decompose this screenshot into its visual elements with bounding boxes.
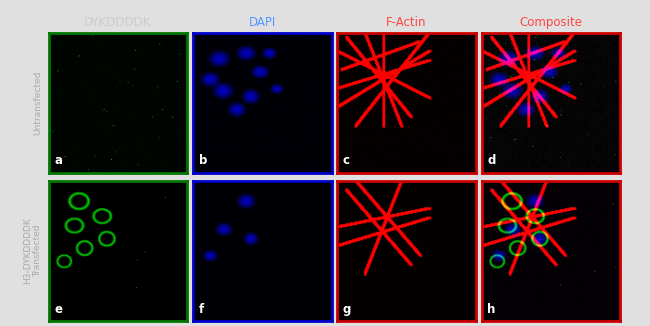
Text: f: f [199,303,204,316]
Text: DYKDDDDK: DYKDDDDK [84,16,151,29]
Text: d: d [488,154,495,167]
Text: a: a [55,154,62,167]
Text: g: g [343,303,351,316]
Text: h: h [488,303,495,316]
Text: F-Actin: F-Actin [386,16,427,29]
Text: DAPI: DAPI [249,16,276,29]
Text: b: b [199,154,207,167]
Text: H3-DYKDDDDK
Transfected: H3-DYKDDDDK Transfected [23,218,42,284]
Text: e: e [55,303,62,316]
Text: c: c [343,154,350,167]
Text: Untransfected: Untransfected [33,70,42,135]
Text: Composite: Composite [519,16,582,29]
